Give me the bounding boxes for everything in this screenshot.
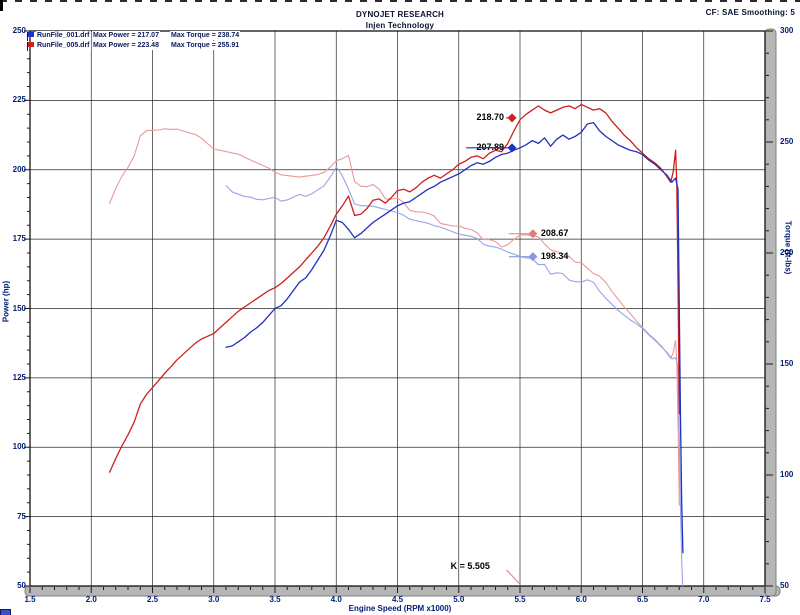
x-tick-label: 4.5 (391, 595, 404, 604)
torque-tick-label: 200 (780, 248, 794, 257)
blue-flag-icon (27, 32, 35, 41)
torque-tick-label: 100 (780, 470, 794, 479)
power-tick-label: 200 (12, 164, 26, 174)
max-power-value: Max Power = 217.07 (92, 31, 160, 40)
power-tick-label: 250 (12, 26, 26, 35)
rpm-axis-title: Engine Speed (RPM x1000) (348, 604, 452, 613)
power-tick-label: 100 (12, 442, 26, 452)
page-title: DYNOJET RESEARCH (355, 10, 445, 19)
max-power-value: Max Power = 223.48 (92, 41, 160, 50)
run-file-name: RunFile_001.drf (36, 31, 91, 40)
red-flag-icon (27, 42, 35, 51)
legend-row-runfile-001[interactable]: RunFile_001.drf Max Power = 217.07 Max T… (26, 31, 316, 41)
x-tick-label: 2.0 (85, 595, 97, 604)
torque-tick-label: 300 (780, 26, 794, 35)
torque-tick-label: 250 (780, 137, 794, 146)
window-top-edge (0, 0, 800, 2)
max-torque-value: Max Torque = 238.74 (170, 31, 241, 40)
x-tick-label: 3.5 (269, 595, 281, 604)
legend-row-runfile-005[interactable]: RunFile_005.drf Max Power = 223.48 Max T… (26, 41, 316, 51)
x-tick-label: 5.5 (514, 595, 526, 604)
torque-tick-label: 50 (780, 581, 789, 590)
power-tick-label: 225 (12, 95, 26, 105)
runfile_001-drf-power-curve (225, 121, 684, 554)
run-legend: RunFile_001.drf Max Power = 217.07 Max T… (26, 31, 316, 51)
x-tick-label: 7.0 (698, 595, 710, 604)
value-callout-20789[interactable]: 207.89 (476, 141, 505, 152)
correction-smoothing-label: CF: SAE Smoothing: 5 (705, 8, 795, 17)
value-callout-20867[interactable]: 208.67 (540, 227, 569, 238)
power-tick-label: 50 (17, 581, 26, 590)
x-tick-label: 5.0 (453, 595, 465, 604)
value-callout-19834[interactable]: 198.34 (540, 250, 569, 261)
power-tick-label: 125 (12, 372, 26, 382)
x-tick-label: 4.0 (330, 595, 342, 604)
x-tick-label: 1.5 (24, 595, 36, 604)
x-tick-label: 7.5 (759, 595, 771, 604)
run-file-name: RunFile_005.drf (36, 41, 91, 50)
power-tick-label: 150 (12, 303, 26, 313)
power-tick-label: 75 (17, 511, 26, 521)
power-tick-label: 175 (12, 234, 26, 244)
page-subtitle: Injen Technology (365, 21, 435, 30)
x-tick-label: 6.0 (575, 595, 587, 604)
runfile_001-drf-torque-curve (225, 166, 684, 586)
window-corner-mark (0, 0, 3, 11)
cursor-rpm-label[interactable]: K = 5.505 (450, 561, 490, 571)
runfile_005-drf-torque-curve (109, 128, 680, 506)
power-axis-title: Power (hp) (1, 280, 11, 323)
x-tick-label: 2.5 (146, 595, 159, 604)
runfile_005-drf-power-curve (108, 103, 680, 473)
x-tick-label: 3.0 (208, 595, 220, 604)
partial-icon-bottom-left (0, 609, 11, 615)
x-tick-label: 6.5 (636, 595, 649, 604)
torque-tick-label: 150 (780, 359, 794, 368)
value-callout-21870[interactable]: 218.70 (476, 111, 505, 122)
max-torque-value: Max Torque = 255.91 (170, 41, 241, 50)
